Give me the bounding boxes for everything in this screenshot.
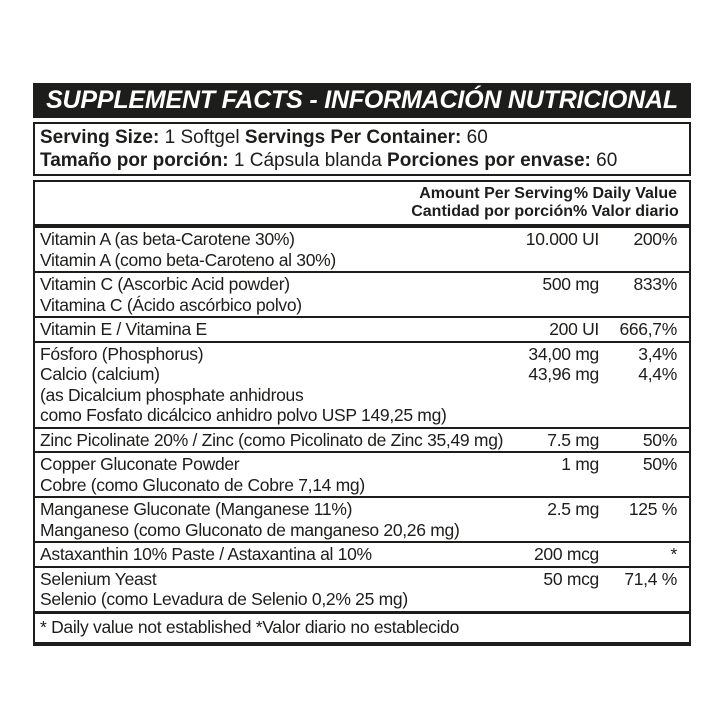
nutrient-amount: 10.000 UI [525,229,600,249]
nutrient-rows: Vitamin A (as beta-Carotene 30%) 10.000 U… [35,228,689,611]
nutrient-percent: * [670,544,677,564]
table-row: Vitamin A (as beta-Carotene 30%) 10.000 U… [35,228,689,271]
amount-per-serving-header-es: Cantidad por porción [411,203,573,220]
nutrient-percent: 833% [633,274,677,294]
table-row: Vitamin C (Ascorbic Acid powder) 500 mg 83… [35,271,689,316]
table-row: Vitamin E / Vitamina E 200 UI 666,7% [35,316,689,341]
nutrient-table: Amount Per Serving % Daily Value Cantida… [33,180,691,646]
table-row: Astaxanthin 10% Paste / Astaxantina al 1… [35,541,689,566]
nutrient-name: Zinc Picolinate 20% / Zinc (como Picolin… [40,429,504,450]
nutrient-percent: 4,4% [638,364,677,384]
servings-per-container-label-es: Porciones por envase: [387,150,591,171]
nutrient-percent: 666,7% [619,319,677,339]
table-row: Manganese Gluconate (Manganese 11%) 2.5 m… [35,496,689,541]
nutrient-name: Vitamin A (como beta-Caroteno al 30%) [40,249,336,270]
table-row-line: Selenium Yeast 50 mcg 71,4 % [40,569,677,590]
nutrient-name: (as Dicalcium phosphate anhidrous [40,384,304,405]
table-row-line: Manganeso (como Gluconato de manganeso 2… [40,520,677,541]
table-row-line: Fósforo (Phosphorus) 34,00 mg 3,4% [40,344,677,365]
nutrient-percent: 50% [642,454,677,474]
table-row-line: Manganese Gluconate (Manganese 11%) 2.5 m… [40,499,677,520]
nutrient-name: Selenium Yeast [40,568,157,589]
table-row-line: Vitamin E / Vitamina E 200 UI 666,7% [40,319,677,340]
table-row: Selenium Yeast 50 mcg 71,4 % Selenio (como … [35,565,689,611]
nutrient-amount: 1 mg [561,454,599,474]
table-row-line: Vitamin A (as beta-Carotene 30%) 10.000 U… [40,229,677,250]
table-row: Zinc Picolinate 20% / Zinc (como Picolin… [35,426,689,452]
table-row-line: Zinc Picolinate 20% / Zinc (como Picolin… [40,430,677,451]
nutrient-name: Copper Gluconate Powder [40,454,240,474]
nutrient-name: Manganese Gluconate (Manganese 11%) [40,499,353,519]
supplement-facts-label: SUPPLEMENT FACTS - INFORMACIÓN NUTRICION… [33,83,691,646]
table-row-line: Cobre (como Gluconato de Cobre 7,14 mg) [40,475,677,496]
serving-info-box: Serving Size: 1 Softgel Servings Per Con… [33,122,691,176]
table-row-line: Selenio (como Levadura de Selenio 0,2% 2… [40,589,677,610]
table-row-line: Vitamin A (como beta-Caroteno al 30%) [40,250,677,271]
nutrient-name: como Fosfato dicálcico anhidro polvo USP… [40,405,447,425]
nutrient-amount: 200 UI [549,319,599,339]
column-header: Amount Per Serving % Daily Value Cantida… [35,182,689,228]
daily-value-header: % Daily Value [573,185,677,202]
amount-per-serving-header: Amount Per Serving [419,185,573,202]
nutrient-amount: 50 mcg [543,568,599,589]
title-bar: SUPPLEMENT FACTS - INFORMACIÓN NUTRICION… [33,83,691,118]
serving-size-value-es: 1 Cápsula blanda [228,150,388,171]
nutrient-percent: 3,4% [638,343,677,364]
nutrient-percent: 71,4 % [624,568,677,589]
servings-per-container-value-es: 60 [590,150,618,171]
nutrient-name: Fósforo (Phosphorus) [40,343,204,364]
column-header-line-en: Amount Per Serving % Daily Value [40,185,677,203]
table-row-line: (as Dicalcium phosphate anhidrous [40,385,677,406]
servings-per-container-value: 60 [461,127,488,148]
label-title: SUPPLEMENT FACTS - INFORMACIÓN NUTRICION… [46,86,678,114]
daily-value-header-es: % Valor diario [573,203,679,220]
nutrient-amount: 43,96 mg [528,364,599,384]
table-row-line: Vitamin C (Ascorbic Acid powder) 500 mg 83… [40,274,677,295]
serving-size-value: 1 Softgel [159,127,245,148]
nutrient-name: Selenio (como Levadura de Selenio 0,2% 2… [40,589,408,609]
table-row: Fósforo (Phosphorus) 34,00 mg 3,4% Calcio (… [35,340,689,427]
nutrient-amount: 500 mg [542,274,599,294]
nutrient-name: Vitamin C (Ascorbic Acid powder) [40,274,290,294]
nutrient-percent: 125 % [628,499,677,519]
table-row-line: Astaxanthin 10% Paste / Astaxantina al 1… [40,544,677,565]
nutrient-amount: 7.5 mg [547,429,599,450]
serving-size-line-es: Tamaño por porción: 1 Cápsula blanda Por… [40,149,684,172]
nutrient-percent: 200% [633,229,677,249]
nutrient-name: Astaxanthin 10% Paste / Astaxantina al 1… [40,544,372,564]
nutrient-name: Manganeso (como Gluconato de manganeso 2… [40,519,460,540]
table-row-line: como Fosfato dicálcico anhidro polvo USP… [40,405,677,426]
nutrient-amount: 200 mcg [533,544,599,564]
footnote: * Daily value not established *Valor dia… [35,610,689,642]
nutrient-name: Calcio (calcium) [40,364,160,384]
table-row: Copper Gluconate Powder 1 mg 50% Cobre (com… [35,451,689,496]
serving-size-label-es: Tamaño por porción: [40,150,229,171]
table-row-line: Vitamina C (Ácido ascórbico polvo) [40,295,677,316]
nutrient-name: Vitamina C (Ácido ascórbico polvo) [40,294,302,315]
serving-size-line-en: Serving Size: 1 Softgel Servings Per Con… [40,126,684,149]
servings-per-container-label: Servings Per Container: [244,127,462,148]
nutrient-amount: 2.5 mg [547,499,599,519]
serving-size-label: Serving Size: [40,127,160,148]
nutrient-name: Cobre (como Gluconato de Cobre 7,14 mg) [40,474,365,495]
nutrient-name: Vitamin E / Vitamina E [40,319,207,339]
nutrient-percent: 50% [642,429,677,450]
nutrient-name: Vitamin A (as beta-Carotene 30%) [40,229,295,249]
column-header-line-es: Cantidad por porción % Valor diario [40,203,679,221]
nutrient-amount: 34,00 mg [528,343,599,364]
table-row-line: Calcio (calcium) 43,96 mg 4,4% [40,364,677,385]
table-row-line: Copper Gluconate Powder 1 mg 50% [40,454,677,475]
